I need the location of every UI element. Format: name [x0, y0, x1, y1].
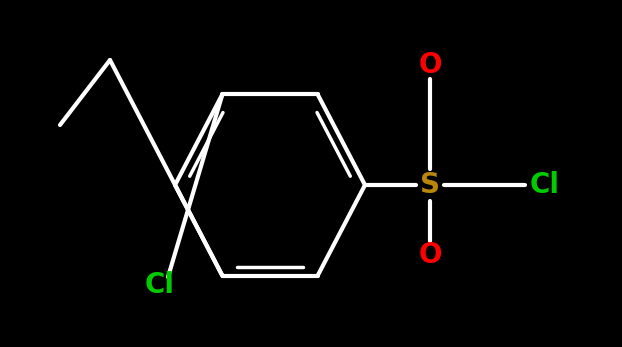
Text: S: S — [420, 171, 440, 199]
Text: O: O — [418, 51, 442, 79]
Text: Cl: Cl — [145, 271, 175, 299]
Text: Cl: Cl — [530, 171, 560, 199]
Text: O: O — [418, 241, 442, 269]
